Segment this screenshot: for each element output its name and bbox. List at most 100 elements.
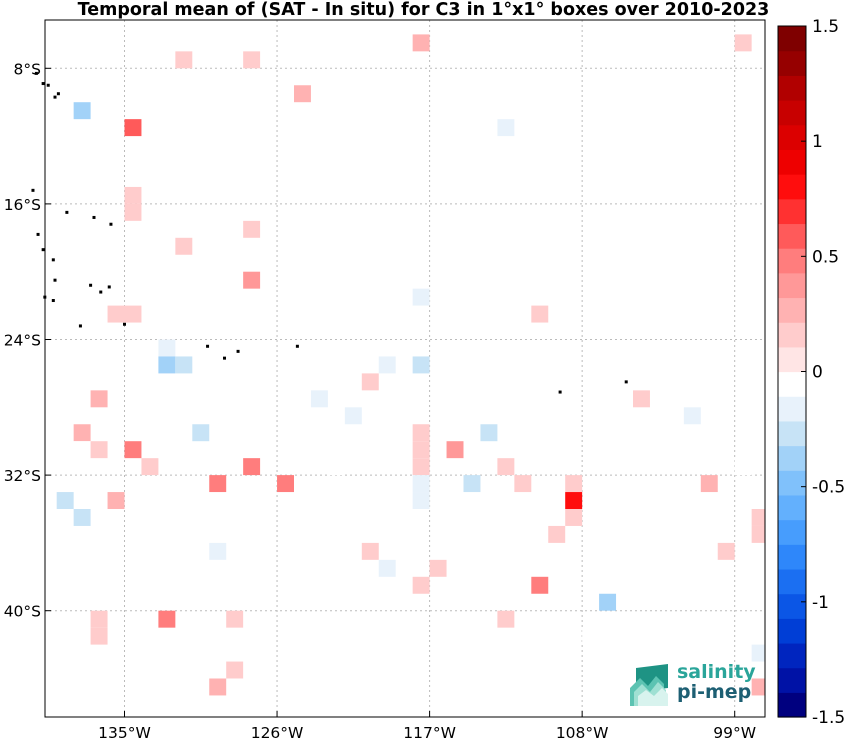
data-cell bbox=[124, 119, 142, 137]
data-cell bbox=[412, 356, 430, 374]
data-cell bbox=[192, 424, 210, 442]
logo-text-salinity: salinity bbox=[677, 661, 756, 683]
data-cell bbox=[124, 186, 142, 204]
lon-tick-label-3: 108°W bbox=[556, 724, 609, 740]
data-cell bbox=[56, 492, 74, 509]
colorbar-segment bbox=[778, 272, 806, 299]
data-cell bbox=[277, 475, 294, 493]
island bbox=[206, 344, 210, 348]
data-cell bbox=[344, 441, 362, 459]
data-cell bbox=[141, 458, 159, 476]
island bbox=[109, 222, 113, 226]
lat-tick-label-0: 8°S bbox=[14, 60, 41, 78]
data-cell bbox=[361, 373, 379, 391]
colorbar-segment bbox=[778, 593, 806, 619]
colorbar-segment bbox=[778, 248, 806, 274]
colorbar-segment bbox=[778, 618, 806, 644]
data-cell bbox=[209, 525, 227, 543]
data-cell bbox=[734, 34, 752, 52]
colorbar-tick-label-4: -0.5 bbox=[812, 478, 845, 498]
data-cell bbox=[565, 492, 583, 509]
island bbox=[34, 71, 38, 75]
colorbar-segment bbox=[778, 297, 806, 323]
colorbar-axis: 1.5 1 0.5 0 -0.5 -1 -1.5 bbox=[801, 17, 845, 728]
data-cell bbox=[90, 627, 108, 645]
data-cell bbox=[158, 610, 176, 628]
lon-tick-label-2: 117°W bbox=[403, 724, 456, 740]
island bbox=[107, 285, 111, 289]
data-cell bbox=[73, 441, 91, 459]
data-cells bbox=[56, 34, 765, 696]
data-cell bbox=[683, 407, 701, 425]
island bbox=[53, 278, 57, 282]
data-cell bbox=[107, 492, 125, 509]
colorbar-segment bbox=[778, 544, 806, 570]
gridlines bbox=[45, 20, 765, 717]
colorbar-segment bbox=[778, 50, 806, 76]
colorbar-segment bbox=[778, 519, 806, 545]
data-cell bbox=[209, 475, 227, 493]
data-cell bbox=[124, 305, 142, 323]
data-cell bbox=[73, 424, 91, 442]
island bbox=[295, 344, 299, 348]
island bbox=[65, 210, 69, 214]
island bbox=[56, 92, 60, 96]
map-title: Temporal mean of (SAT - In situ) for C3 … bbox=[77, 0, 770, 20]
data-cell bbox=[463, 441, 481, 459]
colorbar-tick-label-6: -1.5 bbox=[812, 708, 845, 728]
colorbar-segment bbox=[778, 124, 806, 150]
data-cell bbox=[158, 356, 176, 374]
data-cell bbox=[751, 678, 765, 696]
data-cell bbox=[361, 542, 379, 560]
data-cell bbox=[446, 441, 464, 459]
data-cell bbox=[73, 102, 91, 120]
data-cell bbox=[531, 576, 549, 594]
data-cell bbox=[90, 610, 108, 628]
island bbox=[99, 290, 103, 294]
data-cell bbox=[107, 305, 125, 323]
data-cell bbox=[209, 542, 227, 560]
data-cell bbox=[226, 610, 244, 628]
colorbar-segment bbox=[778, 494, 806, 521]
data-cell bbox=[480, 424, 498, 442]
colorbar-segment bbox=[778, 445, 806, 471]
map-frame bbox=[44, 19, 766, 718]
data-cell bbox=[497, 458, 515, 476]
map-frame-background bbox=[45, 20, 765, 717]
island bbox=[123, 322, 126, 326]
colorbar-segment bbox=[778, 100, 806, 126]
island bbox=[41, 82, 45, 86]
colorbar-segment bbox=[778, 346, 806, 373]
data-cell bbox=[412, 475, 430, 493]
data-cell bbox=[412, 424, 430, 442]
colorbar-segment bbox=[778, 396, 806, 422]
colorbar-segment bbox=[778, 568, 806, 595]
data-cell bbox=[158, 339, 176, 357]
colorbar-segment bbox=[778, 667, 806, 693]
data-cell bbox=[243, 271, 261, 289]
data-cell bbox=[124, 203, 142, 221]
colorbar-tick-label-3: 0 bbox=[812, 363, 823, 383]
data-cell bbox=[310, 441, 328, 459]
lat-tick-label-1: 16°S bbox=[4, 196, 41, 214]
data-cell bbox=[175, 237, 193, 255]
colorbar-tick-label-5: -1 bbox=[812, 593, 829, 613]
data-cell bbox=[294, 85, 311, 103]
data-cell bbox=[717, 542, 735, 560]
colorbar-segment bbox=[778, 642, 806, 669]
island bbox=[78, 324, 82, 328]
data-cell bbox=[378, 356, 396, 374]
colorbar-segment bbox=[778, 371, 806, 397]
latitude-axis: 8°S 16°S 24°S 32°S 40°S bbox=[4, 60, 51, 621]
colorbar-segment bbox=[778, 149, 806, 175]
island bbox=[624, 380, 628, 384]
data-cell bbox=[633, 627, 650, 645]
island bbox=[46, 83, 50, 87]
data-cell bbox=[700, 475, 718, 493]
data-cell bbox=[531, 305, 549, 323]
data-cell bbox=[565, 475, 583, 493]
data-cell bbox=[463, 475, 481, 493]
colorbar-tick-label-2: 0.5 bbox=[812, 247, 839, 267]
island bbox=[92, 215, 96, 219]
